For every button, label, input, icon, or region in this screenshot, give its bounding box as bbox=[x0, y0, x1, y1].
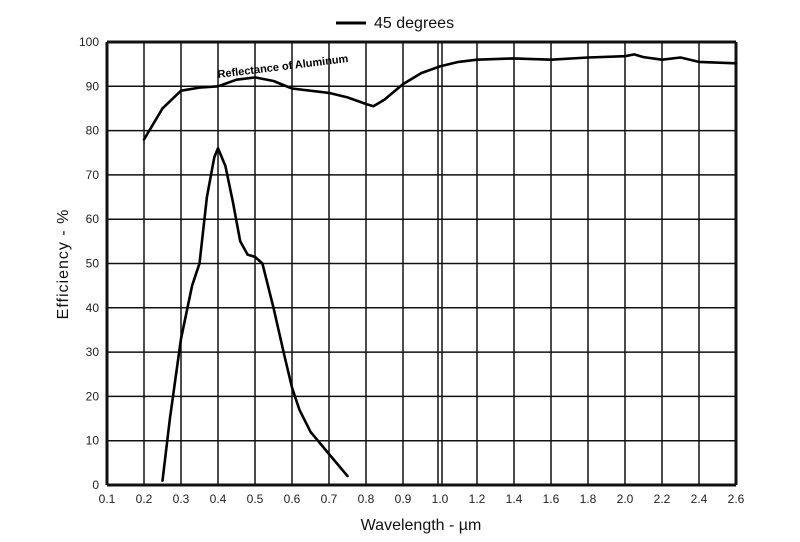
y-tick-label: 50 bbox=[86, 257, 100, 271]
series-line-45-degrees bbox=[161, 147, 349, 482]
x-tick-label: 1.8 bbox=[580, 492, 597, 506]
series-lines bbox=[142, 53, 738, 482]
x-tick-label: 2.0 bbox=[617, 492, 634, 506]
x-tick-label: 1.2 bbox=[469, 492, 486, 506]
x-tick-label: 0.8 bbox=[358, 492, 375, 506]
x-tick-label: 2.6 bbox=[728, 492, 745, 506]
x-tick-label: 1.6 bbox=[543, 492, 560, 506]
legend: 45 degrees bbox=[336, 15, 454, 32]
x-tick-label: 0.6 bbox=[284, 492, 301, 506]
x-tick-label: 0.9 bbox=[395, 492, 412, 506]
x-tick-label: 2.2 bbox=[654, 492, 671, 506]
legend-label: 45 degrees bbox=[374, 15, 454, 32]
grid bbox=[105, 40, 738, 487]
y-tick-label: 10 bbox=[86, 434, 100, 448]
x-tick-label: 0.3 bbox=[173, 492, 190, 506]
y-tick-label: 80 bbox=[86, 124, 100, 138]
tick-labels: 0 10 20 30 40 50 60 70 80 90 100 0.1 0.2 0.3 0.4 0.5 0.6… bbox=[79, 35, 745, 506]
series-line-reflectance-of-aluminum bbox=[142, 53, 738, 141]
x-tick-label: 2.4 bbox=[691, 492, 708, 506]
y-tick-label: 40 bbox=[86, 301, 100, 315]
y-tick-label: 30 bbox=[86, 345, 100, 359]
x-tick-label: 0.2 bbox=[136, 492, 153, 506]
x-tick-label: 1.4 bbox=[506, 492, 523, 506]
y-axis-label: Efficiency - % bbox=[55, 209, 72, 320]
y-tick-label: 60 bbox=[86, 212, 100, 226]
y-tick-label: 90 bbox=[86, 79, 100, 93]
y-tick-label: 0 bbox=[92, 478, 99, 492]
x-tick-label: 0.1 bbox=[99, 492, 116, 506]
y-tick-label: 100 bbox=[79, 35, 99, 49]
x-tick-label: 0.5 bbox=[247, 492, 264, 506]
x-axis-label: Wavelength - µm bbox=[361, 517, 482, 534]
y-tick-label: 20 bbox=[86, 389, 100, 403]
x-tick-label: 1.0 bbox=[432, 492, 449, 506]
x-tick-label: 0.7 bbox=[321, 492, 338, 506]
x-tick-label: 0.4 bbox=[210, 492, 227, 506]
y-tick-label: 70 bbox=[86, 168, 100, 182]
